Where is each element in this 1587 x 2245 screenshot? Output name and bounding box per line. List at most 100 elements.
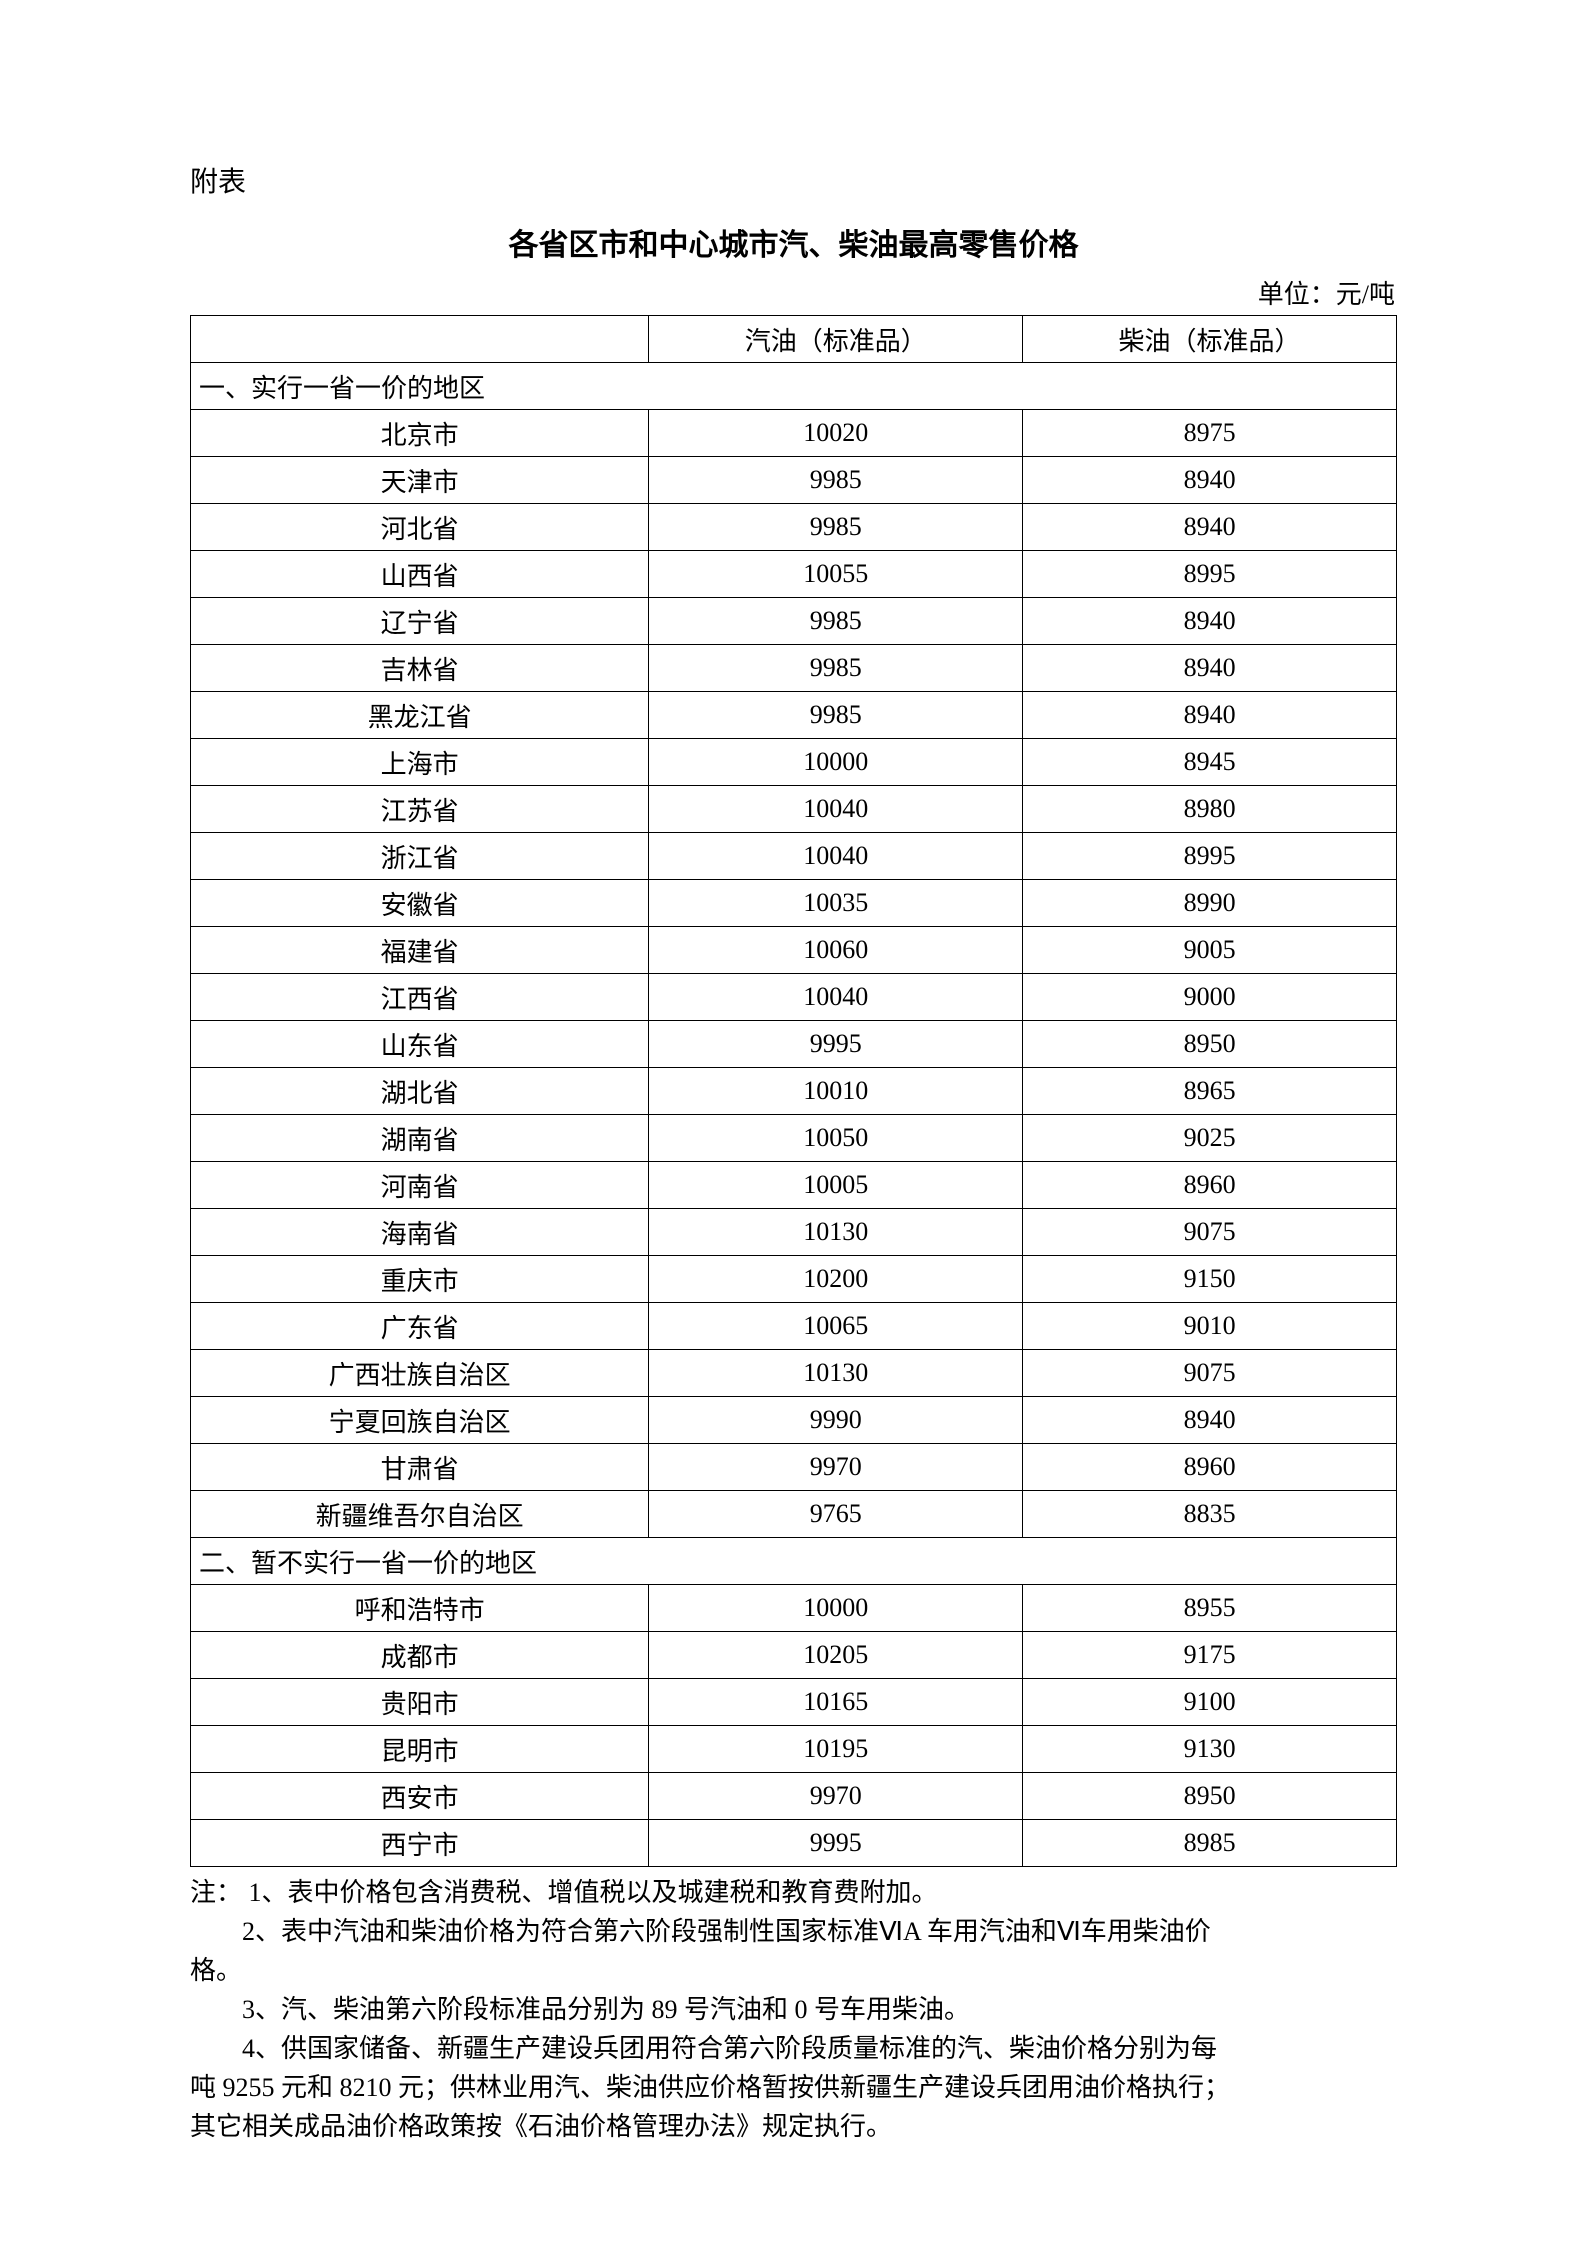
region-cell: 山西省: [191, 551, 649, 598]
diesel-cell: 8965: [1023, 1068, 1397, 1115]
diesel-cell: 8960: [1023, 1162, 1397, 1209]
table-row: 黑龙江省99858940: [191, 692, 1397, 739]
gasoline-cell: 10050: [649, 1115, 1023, 1162]
region-cell: 西宁市: [191, 1820, 649, 1867]
table-row: 广东省100659010: [191, 1303, 1397, 1350]
notes-block: 注： 1、表中价格包含消费税、增值税以及城建税和教育费附加。 2、表中汽油和柴油…: [190, 1873, 1397, 2146]
page-title: 各省区市和中心城市汽、柴油最高零售价格: [190, 220, 1397, 264]
region-cell: 安徽省: [191, 880, 649, 927]
gasoline-cell: 9970: [649, 1773, 1023, 1820]
diesel-cell: 8975: [1023, 410, 1397, 457]
table-row: 海南省101309075: [191, 1209, 1397, 1256]
region-cell: 海南省: [191, 1209, 649, 1256]
diesel-cell: 8940: [1023, 598, 1397, 645]
section-label: 一、实行一省一价的地区: [191, 363, 1397, 410]
note-line: 3、汽、柴油第六阶段标准品分别为 89 号汽油和 0 号车用柴油。: [190, 1990, 1397, 2029]
price-table: 汽油（标准品） 柴油（标准品） 一、实行一省一价的地区北京市100208975天…: [190, 315, 1397, 1867]
table-row: 重庆市102009150: [191, 1256, 1397, 1303]
table-row: 广西壮族自治区101309075: [191, 1350, 1397, 1397]
table-row: 宁夏回族自治区99908940: [191, 1397, 1397, 1444]
gasoline-cell: 9985: [649, 598, 1023, 645]
diesel-cell: 8980: [1023, 786, 1397, 833]
section-row: 二、暂不实行一省一价的地区: [191, 1538, 1397, 1585]
note-line: 4、供国家储备、新疆生产建设兵团用符合第六阶段质量标准的汽、柴油价格分别为每: [190, 2029, 1397, 2068]
table-row: 天津市99858940: [191, 457, 1397, 504]
gasoline-cell: 10130: [649, 1209, 1023, 1256]
diesel-cell: 8940: [1023, 645, 1397, 692]
gasoline-cell: 10010: [649, 1068, 1023, 1115]
gasoline-cell: 10005: [649, 1162, 1023, 1209]
table-row: 安徽省100358990: [191, 880, 1397, 927]
diesel-cell: 8940: [1023, 1397, 1397, 1444]
gasoline-cell: 10130: [649, 1350, 1023, 1397]
gasoline-cell: 9990: [649, 1397, 1023, 1444]
table-row: 辽宁省99858940: [191, 598, 1397, 645]
diesel-cell: 8985: [1023, 1820, 1397, 1867]
attach-label: 附表: [190, 160, 1397, 200]
gasoline-cell: 10060: [649, 927, 1023, 974]
table-row: 西安市99708950: [191, 1773, 1397, 1820]
document-page: 附表 各省区市和中心城市汽、柴油最高零售价格 单位：元/吨 汽油（标准品） 柴油…: [0, 0, 1587, 2245]
table-row: 北京市100208975: [191, 410, 1397, 457]
section-label: 二、暂不实行一省一价的地区: [191, 1538, 1397, 1585]
diesel-cell: 9005: [1023, 927, 1397, 974]
table-row: 湖南省100509025: [191, 1115, 1397, 1162]
table-row: 山东省99958950: [191, 1021, 1397, 1068]
region-cell: 上海市: [191, 739, 649, 786]
gasoline-cell: 9985: [649, 645, 1023, 692]
note-line: 其它相关成品油价格政策按《石油价格管理办法》规定执行。: [190, 2107, 1397, 2146]
table-row: 湖北省100108965: [191, 1068, 1397, 1115]
note-line: 吨 9255 元和 8210 元；供林业用汽、柴油供应价格暂按供新疆生产建设兵团…: [190, 2068, 1397, 2107]
diesel-cell: 8955: [1023, 1585, 1397, 1632]
region-cell: 湖南省: [191, 1115, 649, 1162]
diesel-cell: 8945: [1023, 739, 1397, 786]
header-diesel: 柴油（标准品）: [1023, 316, 1397, 363]
table-row: 西宁市99958985: [191, 1820, 1397, 1867]
gasoline-cell: 10040: [649, 786, 1023, 833]
header-region: [191, 316, 649, 363]
region-cell: 广西壮族自治区: [191, 1350, 649, 1397]
table-row: 河北省99858940: [191, 504, 1397, 551]
diesel-cell: 8960: [1023, 1444, 1397, 1491]
region-cell: 江苏省: [191, 786, 649, 833]
table-row: 贵阳市101659100: [191, 1679, 1397, 1726]
gasoline-cell: 10200: [649, 1256, 1023, 1303]
unit-label: 单位：元/吨: [190, 274, 1397, 311]
region-cell: 辽宁省: [191, 598, 649, 645]
gasoline-cell: 10065: [649, 1303, 1023, 1350]
diesel-cell: 9175: [1023, 1632, 1397, 1679]
gasoline-cell: 10165: [649, 1679, 1023, 1726]
region-cell: 湖北省: [191, 1068, 649, 1115]
diesel-cell: 9075: [1023, 1350, 1397, 1397]
gasoline-cell: 10000: [649, 739, 1023, 786]
region-cell: 贵阳市: [191, 1679, 649, 1726]
gasoline-cell: 10055: [649, 551, 1023, 598]
table-row: 呼和浩特市100008955: [191, 1585, 1397, 1632]
diesel-cell: 9075: [1023, 1209, 1397, 1256]
table-row: 福建省100609005: [191, 927, 1397, 974]
region-cell: 广东省: [191, 1303, 649, 1350]
table-row: 江苏省100408980: [191, 786, 1397, 833]
diesel-cell: 9150: [1023, 1256, 1397, 1303]
section-row: 一、实行一省一价的地区: [191, 363, 1397, 410]
gasoline-cell: 9985: [649, 457, 1023, 504]
region-cell: 黑龙江省: [191, 692, 649, 739]
diesel-cell: 9000: [1023, 974, 1397, 1021]
region-cell: 甘肃省: [191, 1444, 649, 1491]
region-cell: 江西省: [191, 974, 649, 1021]
diesel-cell: 8835: [1023, 1491, 1397, 1538]
gasoline-cell: 10020: [649, 410, 1023, 457]
table-row: 上海市100008945: [191, 739, 1397, 786]
note-line: 格。: [190, 1951, 1397, 1990]
table-row: 昆明市101959130: [191, 1726, 1397, 1773]
diesel-cell: 9010: [1023, 1303, 1397, 1350]
table-row: 吉林省99858940: [191, 645, 1397, 692]
diesel-cell: 9025: [1023, 1115, 1397, 1162]
gasoline-cell: 10205: [649, 1632, 1023, 1679]
region-cell: 成都市: [191, 1632, 649, 1679]
diesel-cell: 8995: [1023, 551, 1397, 598]
gasoline-cell: 10040: [649, 833, 1023, 880]
diesel-cell: 9100: [1023, 1679, 1397, 1726]
table-header-row: 汽油（标准品） 柴油（标准品）: [191, 316, 1397, 363]
region-cell: 北京市: [191, 410, 649, 457]
